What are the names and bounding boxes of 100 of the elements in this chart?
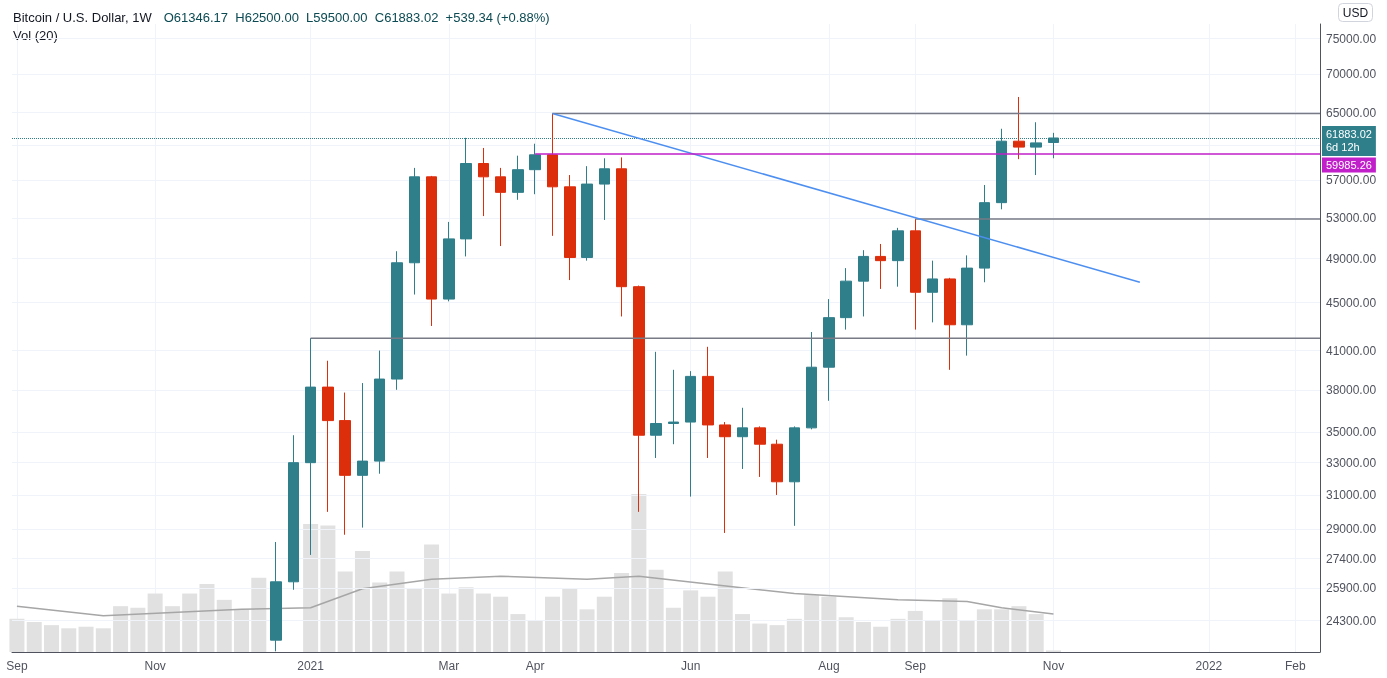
candlestick — [374, 350, 385, 475]
bar — [199, 584, 215, 652]
y-tick-label: 65000.00 — [1326, 105, 1377, 120]
y-tick-label: 41000.00 — [1326, 343, 1377, 358]
bar — [907, 610, 923, 652]
candlestick — [806, 331, 817, 430]
x-tick-label: Nov — [144, 659, 166, 673]
bar — [424, 544, 440, 652]
bar — [406, 588, 422, 652]
bar — [354, 550, 370, 652]
bar — [959, 620, 975, 652]
candlestick — [771, 439, 783, 496]
candlestick — [650, 351, 662, 459]
bar — [769, 625, 785, 652]
y-tick-label: 57000.00 — [1326, 173, 1377, 188]
bar — [752, 623, 768, 652]
y-tick-label: 25900.00 — [1326, 580, 1377, 595]
candlestick — [581, 165, 593, 262]
candlestick — [789, 425, 800, 527]
candlestick — [495, 167, 506, 247]
bar — [562, 588, 578, 652]
bar — [9, 618, 25, 652]
bar — [614, 573, 630, 652]
candlestick — [270, 541, 282, 652]
candlestick — [910, 218, 921, 331]
y-tick-label: 33000.00 — [1326, 455, 1377, 470]
x-tick-label: Jun — [681, 659, 701, 673]
bar — [648, 569, 664, 652]
candlestick — [719, 421, 731, 534]
bar — [942, 598, 958, 652]
candlestick — [529, 143, 541, 195]
bar — [234, 609, 250, 652]
candlestick — [754, 425, 766, 478]
bar — [216, 599, 232, 652]
y-axis-title: USD — [1342, 5, 1369, 20]
bar — [337, 571, 353, 652]
candlestick — [840, 267, 852, 331]
candlestick — [547, 112, 558, 237]
bar — [43, 625, 59, 652]
bar — [579, 609, 595, 652]
y-tick-label: 70000.00 — [1326, 67, 1377, 82]
candlestick — [322, 360, 334, 513]
x-tick-label: Sep — [6, 659, 28, 673]
bar — [78, 626, 94, 652]
candlestick — [702, 346, 714, 459]
bar — [665, 607, 681, 652]
x-tick-label: Aug — [818, 659, 840, 673]
chart-subtitle: O61346.17 H62500.00 L59500.00 C61883.02 +539.34 (+0.88%) — [163, 10, 550, 25]
ref-line-label: 61883.02 — [1326, 128, 1372, 141]
candlestick — [616, 156, 627, 317]
candlestick — [892, 227, 904, 288]
bar — [804, 595, 820, 652]
candlestick — [1013, 96, 1025, 160]
data-label: 59985.26 — [1326, 159, 1372, 172]
bar — [251, 577, 267, 652]
bar — [544, 596, 560, 652]
bar — [182, 593, 198, 652]
candlestick — [823, 298, 835, 402]
y-tick-label: 29000.00 — [1326, 522, 1377, 537]
y-tick-label: 35000.00 — [1326, 425, 1377, 440]
candlestick — [409, 167, 420, 296]
bar — [1028, 614, 1044, 652]
candlestick — [668, 369, 679, 445]
bar — [631, 494, 647, 652]
candlestick — [961, 254, 973, 357]
candlestick — [391, 250, 403, 391]
bar — [786, 618, 802, 652]
bar — [717, 571, 733, 652]
bar — [61, 628, 77, 652]
bar — [994, 609, 1010, 652]
bar — [493, 596, 509, 652]
y-tick-label: 31000.00 — [1326, 487, 1377, 502]
y-tick-label: 27400.00 — [1326, 551, 1377, 566]
text: 6d 12h — [1326, 141, 1360, 154]
bar — [925, 620, 941, 652]
y-tick-label: 45000.00 — [1326, 295, 1377, 310]
candlestick — [599, 157, 610, 221]
bar — [441, 593, 457, 652]
bar — [683, 590, 699, 652]
bar — [873, 626, 889, 652]
bar — [458, 587, 474, 652]
candlestick — [357, 382, 368, 529]
candlestick — [737, 407, 748, 470]
bar — [821, 596, 837, 652]
bar — [389, 571, 405, 652]
bar — [976, 609, 992, 652]
candlestick — [685, 370, 696, 498]
candlestick — [858, 249, 869, 317]
bar — [26, 621, 42, 652]
y-tick-label: 49000.00 — [1326, 251, 1377, 266]
x-tick-label: 2021 — [297, 659, 325, 673]
x-tick-label: Feb — [1284, 659, 1306, 673]
y-tick-label: 75000.00 — [1326, 31, 1377, 46]
bar — [372, 582, 388, 652]
bar — [320, 525, 336, 652]
bar — [164, 606, 180, 652]
bar — [113, 606, 129, 652]
candlestick — [426, 175, 437, 327]
candlestick — [944, 277, 956, 371]
bar — [527, 620, 543, 652]
